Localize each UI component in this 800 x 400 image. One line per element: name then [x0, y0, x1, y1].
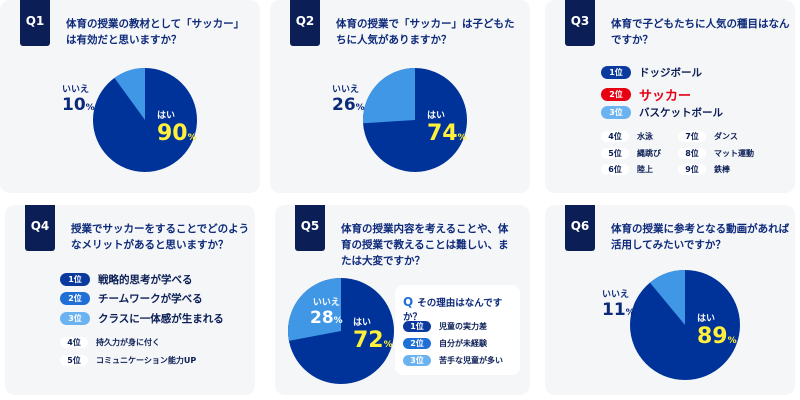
pie-slice-no	[288, 278, 341, 341]
pie-chart-q1	[93, 68, 197, 172]
question-text: 体育の授業内容を考えることや、体育の授業で教えることは難しい、または大変ですか？	[341, 223, 509, 267]
sub-q-mark: Q	[403, 295, 414, 309]
reason-1: 1位 児童の実力差	[403, 321, 487, 332]
no-label: いいえ 10%	[62, 85, 95, 115]
yes-label: はい 89%	[697, 314, 737, 349]
rank-4: 4位 持久力が身に付く	[60, 337, 160, 348]
rank-4: 4位 水泳	[601, 131, 653, 142]
question-text: 体育の授業の教材として「サッカー」は有効だと思いますか？	[66, 18, 245, 46]
pie-chart-q2	[363, 68, 467, 172]
question-tag: Q2	[290, 0, 320, 46]
question-tag: Q1	[20, 0, 50, 46]
question-tag: Q4	[25, 205, 55, 251]
question-text: 体育の授業に参考となる動画があれば活用してみたいですか？	[611, 223, 790, 251]
question-tag: Q6	[565, 205, 595, 251]
rank-2: 2位 サッカー	[601, 85, 691, 104]
sub-title: その理由はなんですか？	[403, 298, 503, 323]
rank-2: 2位 チームワークが学べる	[60, 291, 203, 306]
pie-slice-no	[114, 68, 145, 120]
question-text: 体育の授業で「サッカー」は子どもたちに人気がありますか？	[336, 18, 515, 46]
yes-label: はい 90%	[157, 111, 197, 146]
reason-2: 2位 自分が未経験	[403, 338, 487, 349]
reason-box: Q その理由はなんですか？ 1位 児童の実力差 2位 自分が未経験 3位 苦手な児童が多…	[395, 285, 520, 375]
card-q4: Q4 授業でサッカーをすることでどのようなメリットがあると思いますか？ 1位 戦略…	[5, 205, 255, 395]
no-label: いいえ 26%	[332, 85, 365, 115]
yes-label: はい 74%	[427, 111, 467, 146]
rank-8: 8位 マット運動	[678, 148, 754, 159]
card-q5: Q5 体育の授業内容を考えることや、体育の授業で教えることは難しい、または大変で…	[275, 205, 530, 395]
rank-1: 1位 戦略的思考が学べる	[60, 272, 193, 287]
rank-6: 6位 陸上	[601, 164, 653, 175]
rank-7: 7位 ダンス	[678, 131, 738, 142]
pie-slice-no	[649, 270, 685, 325]
rank-5: 5位 コミュニケーション能力UP	[60, 355, 196, 366]
rank-3: 3位 クラスに一体感が生まれる	[60, 311, 224, 326]
reason-3: 3位 苦手な児童が多い	[403, 355, 503, 366]
rank-1: 1位 ドッジボール	[601, 65, 702, 80]
question-text: 授業でサッカーをすることでどのようなメリットがあると思いますか？	[71, 223, 250, 251]
no-label: いいえ 28%	[310, 298, 343, 328]
rank-3: 3位 バスケットボール	[601, 105, 723, 120]
question-text: 体育で子どもたちに人気の種目はなんですか？	[611, 18, 790, 46]
question-tag: Q5	[295, 205, 325, 251]
rank-9: 9位 鉄棒	[678, 164, 730, 175]
no-label: いいえ 11%	[602, 290, 635, 320]
question-tag: Q3	[565, 0, 595, 46]
pie-chart-q5	[288, 278, 394, 384]
card-q1: Q1 体育の授業の教材として「サッカー」は有効だと思いますか？ いいえ 10% は…	[0, 0, 260, 193]
card-q3: Q3 体育で子どもたちに人気の種目はなんですか？ 1位 ドッジボール 2位 サッカー…	[545, 0, 795, 193]
yes-label: はい 72%	[353, 318, 393, 353]
card-q6: Q6 体育の授業に参考となる動画があれば活用してみたいですか？ いいえ 11% は…	[545, 205, 795, 395]
rank-5: 5位 縄跳び	[601, 148, 661, 159]
pie-slice-no	[363, 68, 415, 124]
card-q2: Q2 体育の授業で「サッカー」は子どもたちに人気がありますか？ いいえ 26% は…	[270, 0, 530, 193]
pie-chart-q6	[630, 270, 740, 380]
